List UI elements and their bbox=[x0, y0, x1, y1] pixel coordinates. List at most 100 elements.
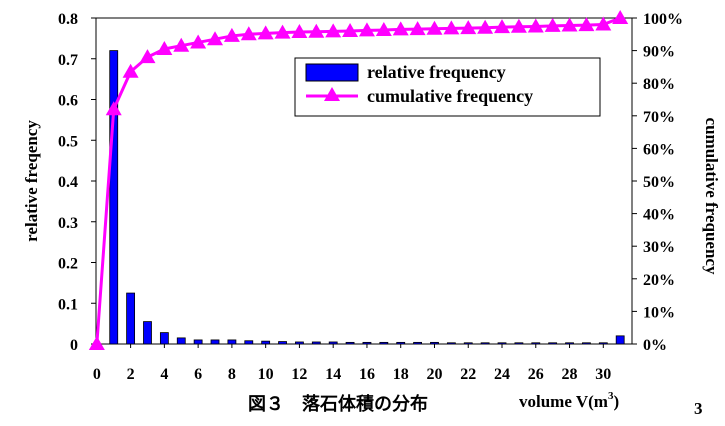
bar bbox=[615, 335, 625, 345]
x-tick-label: 8 bbox=[228, 366, 236, 383]
bar bbox=[463, 342, 473, 345]
cumulative-frequency-point bbox=[612, 10, 629, 24]
cumulative-frequency-point bbox=[494, 19, 511, 34]
cumulative-frequency-point bbox=[291, 24, 308, 39]
bar bbox=[430, 341, 439, 345]
bar bbox=[480, 342, 490, 345]
bar bbox=[598, 342, 608, 345]
figure-caption: 図３ 落石体積の分布 bbox=[248, 393, 428, 415]
bar bbox=[396, 341, 406, 345]
cumulative-frequency-point bbox=[477, 19, 494, 34]
cumulative-frequency-point bbox=[190, 34, 207, 49]
bar bbox=[227, 339, 237, 345]
y-left-tick-label: 0.4 bbox=[58, 174, 78, 191]
bar bbox=[210, 339, 220, 345]
plot-layer: 0 0.1 0.2 0.3 0.4 0.5 0.6 0.7 0.8 0% 10% 20% 30% 40% 5… bbox=[58, 10, 683, 383]
y-left-tick-label: 0.8 bbox=[58, 11, 78, 28]
y-right-tick-label: 20% bbox=[643, 272, 675, 289]
y-right-tick-label: 0% bbox=[643, 337, 667, 354]
bar bbox=[548, 342, 558, 345]
y-right-tick-label: 100% bbox=[643, 11, 683, 28]
cumulative-frequency-point bbox=[375, 22, 392, 37]
bar bbox=[582, 342, 591, 345]
bar bbox=[362, 341, 372, 345]
cumulative-frequency-point bbox=[88, 336, 105, 350]
x-tick-label: 0 bbox=[93, 366, 101, 383]
y-right-tick-label: 30% bbox=[643, 239, 675, 256]
bar bbox=[176, 337, 186, 345]
bar bbox=[328, 341, 338, 345]
x-tick-label: 20 bbox=[426, 366, 442, 383]
y-axis-right-title: cumulative frequency bbox=[702, 118, 721, 275]
bar bbox=[413, 341, 423, 345]
y-left-tick-label: 0.6 bbox=[58, 93, 78, 110]
cumulative-frequency-point bbox=[392, 21, 409, 36]
y-left-tick-label: 0.2 bbox=[58, 256, 78, 273]
cumulative-frequency-point bbox=[443, 20, 460, 35]
cumulative-frequency-point bbox=[460, 20, 477, 35]
cumulative-frequency-point bbox=[308, 23, 325, 38]
cumulative-frequency-point bbox=[274, 24, 291, 39]
y-left-tick-label: 0.5 bbox=[58, 133, 78, 150]
y-right-tick-label: 90% bbox=[643, 44, 675, 61]
x-tick-label: 28 bbox=[562, 366, 578, 383]
cumulative-frequency-point bbox=[173, 37, 190, 52]
bar bbox=[311, 341, 321, 345]
x-tick-label: 22 bbox=[460, 366, 476, 383]
cumulative-frequency-point bbox=[156, 40, 173, 55]
cumulative-frequency-point bbox=[122, 63, 139, 78]
cumulative-frequency-point bbox=[409, 21, 426, 36]
y-right-tick-label: 50% bbox=[643, 174, 675, 191]
cumulative-frequency-point bbox=[207, 31, 224, 46]
x-axis-title-suffix: ) bbox=[613, 392, 619, 411]
cumulative-frequency-point bbox=[561, 17, 578, 32]
bar bbox=[379, 341, 389, 345]
x-tick-label: 30 bbox=[595, 366, 611, 383]
cumulative-frequency-point bbox=[358, 22, 375, 37]
x-tick-label: 18 bbox=[393, 366, 409, 383]
x-tick-label: 14 bbox=[325, 366, 341, 383]
bar bbox=[126, 292, 136, 345]
cumulative-frequency-point bbox=[240, 26, 257, 41]
y-right-tick-label: 70% bbox=[643, 109, 675, 126]
x-tick-label: 4 bbox=[160, 366, 168, 383]
cumulative-frequency-point bbox=[325, 23, 342, 38]
x-axis-title: volume V(m3) bbox=[519, 390, 619, 411]
x-tick-label: 2 bbox=[127, 366, 135, 383]
cumulative-frequency-point bbox=[426, 20, 443, 35]
bar bbox=[345, 341, 355, 345]
bar bbox=[244, 340, 254, 345]
bar bbox=[497, 342, 507, 345]
y-right-tick-label: 60% bbox=[643, 141, 675, 158]
legend-swatch-relative-frequency bbox=[305, 63, 359, 82]
cumulative-frequency-point bbox=[510, 18, 527, 33]
legend-label-relative-frequency: relative frequency bbox=[367, 62, 506, 82]
bar bbox=[531, 342, 541, 345]
cumulative-frequency-point bbox=[578, 17, 595, 32]
bar bbox=[278, 341, 287, 345]
x-tick-label: 26 bbox=[528, 366, 544, 383]
cumulative-frequency-point bbox=[257, 25, 274, 40]
y-left-tick-label: 0 bbox=[70, 337, 78, 354]
x-tick-label: 6 bbox=[194, 366, 202, 383]
y-right-tick-label: 80% bbox=[643, 76, 675, 93]
y-left-tick-label: 0.1 bbox=[58, 296, 78, 313]
x-tick-label: 10 bbox=[258, 366, 274, 383]
x-axis-title-sup: 3 bbox=[608, 390, 614, 402]
bar bbox=[193, 339, 203, 345]
bar bbox=[261, 340, 271, 345]
cumulative-frequency-point bbox=[342, 23, 359, 38]
cumulative-frequency-point bbox=[544, 17, 561, 32]
legend: relative frequency cumulative frequency bbox=[294, 57, 601, 117]
y-left-tick-label: 0.7 bbox=[58, 52, 78, 69]
bar bbox=[159, 332, 169, 345]
x-tick-label: 16 bbox=[359, 366, 375, 383]
x-tick-label: 12 bbox=[291, 366, 307, 383]
y-right-tick-label: 40% bbox=[643, 207, 675, 224]
bar bbox=[446, 342, 456, 345]
legend-label-cumulative-frequency: cumulative frequency bbox=[367, 86, 533, 106]
x-tick-label: 24 bbox=[494, 366, 510, 383]
cumulative-frequency-point bbox=[223, 27, 240, 42]
y-left-tick-label: 0.3 bbox=[58, 215, 78, 232]
stray-superscript: 3 bbox=[694, 399, 703, 418]
